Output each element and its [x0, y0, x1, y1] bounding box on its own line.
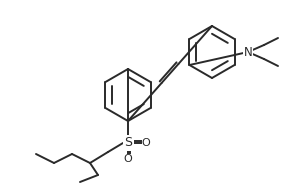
Text: O: O: [124, 154, 132, 164]
Text: S: S: [124, 137, 132, 149]
Text: O: O: [142, 138, 150, 148]
Text: N: N: [244, 45, 252, 59]
